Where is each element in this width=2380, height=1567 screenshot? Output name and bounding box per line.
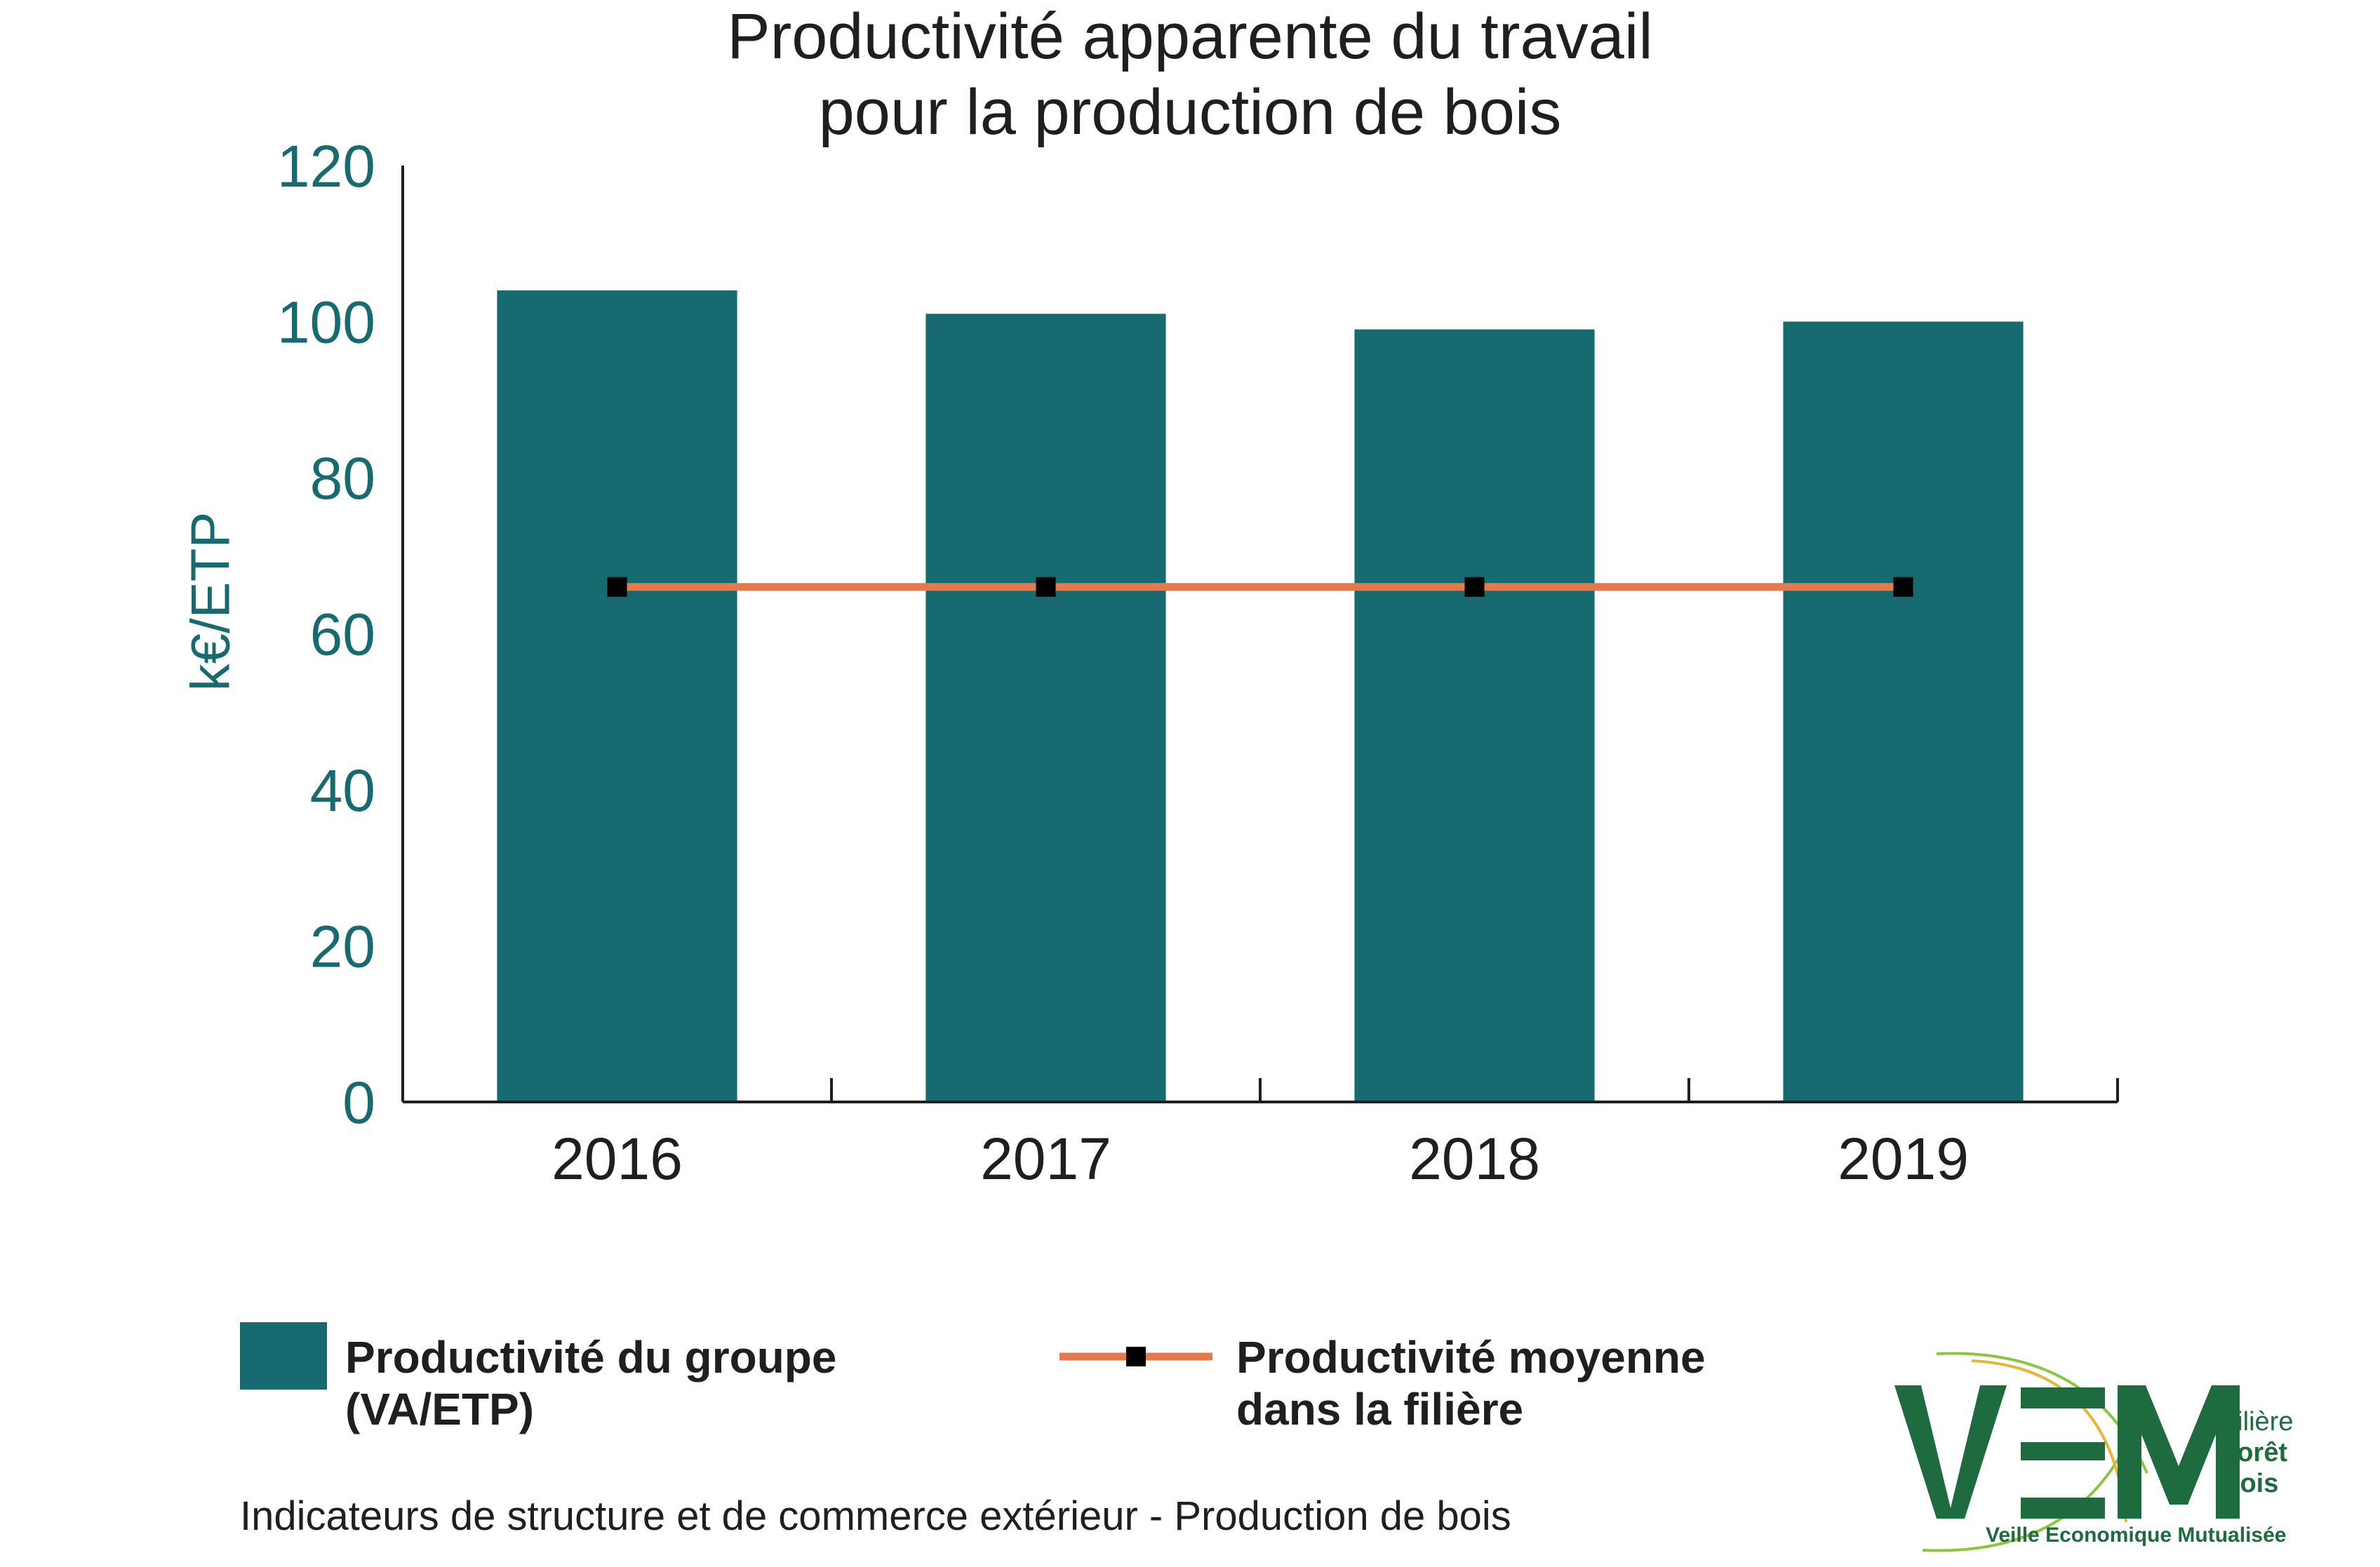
legend-line-label-line-2: dans la filière	[1236, 1384, 1524, 1434]
y-tick-label-40: 40	[310, 758, 375, 823]
y-tick-label-0: 0	[342, 1070, 375, 1136]
line-point-2017	[1036, 577, 1056, 597]
legend-line-swatch	[1059, 1347, 1212, 1366]
legend-bar-label: Productivité du groupe (VA/ETP)	[345, 1331, 836, 1435]
chart-title-line-2: pour la production de bois	[818, 76, 1562, 148]
line-point-2018	[1464, 577, 1485, 597]
y-tick-label-120: 120	[277, 133, 375, 199]
logo-side-text: Filière Forêt Bois	[2221, 1406, 2293, 1499]
legend-line-label: Productivité moyenne dans la filière	[1236, 1331, 1706, 1435]
legend-bar-label-line-1: Productivité du groupe	[345, 1332, 837, 1383]
bar-2016	[497, 290, 737, 1102]
footer-source: Indicateurs de structure et de commerce …	[240, 1493, 1511, 1539]
y-tick-label-80: 80	[310, 445, 375, 511]
vem-logo-icon	[1894, 1352, 2240, 1552]
y-tick-label-60: 60	[310, 602, 375, 668]
x-tick-label-2018: 2018	[1409, 1126, 1540, 1192]
x-tick-label-2016: 2016	[551, 1126, 683, 1192]
logo-side-line-1: Filière	[2221, 1407, 2294, 1437]
chart-title-line-1: Productivité apparente du travail	[727, 1, 1653, 72]
bar-2017	[925, 314, 1166, 1102]
y-tick-label-20: 20	[310, 914, 375, 980]
logo: Filière Forêt Bois Veille Economique Mut…	[1880, 1347, 2329, 1557]
line-point-2016	[607, 577, 627, 597]
legend-bar-swatch	[240, 1322, 327, 1390]
legend-line-label-line-1: Productivité moyenne	[1236, 1332, 1706, 1383]
bar-2019	[1783, 321, 2024, 1102]
y-tick-label-100: 100	[277, 290, 375, 356]
bar-2018	[1354, 329, 1595, 1102]
line-point-2019	[1893, 577, 1913, 597]
logo-bottom-text: Veille Economique Mutualisée	[1986, 1524, 2287, 1547]
logo-side-line-2: Forêt	[2221, 1438, 2287, 1467]
legend-bar-label-line-2: (VA/ETP)	[345, 1384, 535, 1434]
logo-side-line-3: Bois	[2221, 1469, 2279, 1498]
x-tick-label-2017: 2017	[980, 1126, 1111, 1192]
x-tick-label-2019: 2019	[1838, 1126, 1969, 1192]
